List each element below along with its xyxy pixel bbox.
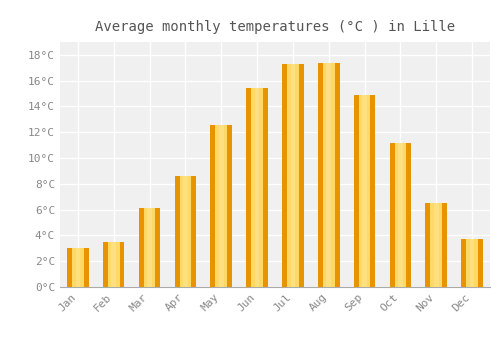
Bar xyxy=(216,125,227,287)
Bar xyxy=(358,95,370,287)
Bar xyxy=(251,89,263,287)
Bar xyxy=(287,64,299,287)
Bar xyxy=(246,89,268,287)
Bar xyxy=(139,208,160,287)
Bar xyxy=(318,63,340,287)
Bar xyxy=(430,203,442,287)
Bar xyxy=(147,208,152,287)
Bar xyxy=(470,239,474,287)
Bar xyxy=(76,248,80,287)
Bar xyxy=(426,203,447,287)
Bar xyxy=(174,176,196,287)
Bar xyxy=(390,142,411,287)
Bar xyxy=(254,89,260,287)
Bar xyxy=(72,248,84,287)
Bar xyxy=(112,242,116,287)
Bar xyxy=(466,239,478,287)
Title: Average monthly temperatures (°C ) in Lille: Average monthly temperatures (°C ) in Li… xyxy=(95,20,455,34)
Bar xyxy=(67,248,88,287)
Bar xyxy=(144,208,156,287)
Bar xyxy=(210,125,232,287)
Bar xyxy=(180,176,192,287)
Bar xyxy=(219,125,224,287)
Bar xyxy=(282,64,304,287)
Bar xyxy=(434,203,438,287)
Bar xyxy=(290,64,296,287)
Bar xyxy=(326,63,331,287)
Bar xyxy=(323,63,334,287)
Bar xyxy=(398,142,403,287)
Bar xyxy=(354,95,376,287)
Bar xyxy=(103,242,124,287)
Bar xyxy=(362,95,367,287)
Bar xyxy=(183,176,188,287)
Bar xyxy=(394,142,406,287)
Bar xyxy=(108,242,120,287)
Bar xyxy=(462,239,483,287)
